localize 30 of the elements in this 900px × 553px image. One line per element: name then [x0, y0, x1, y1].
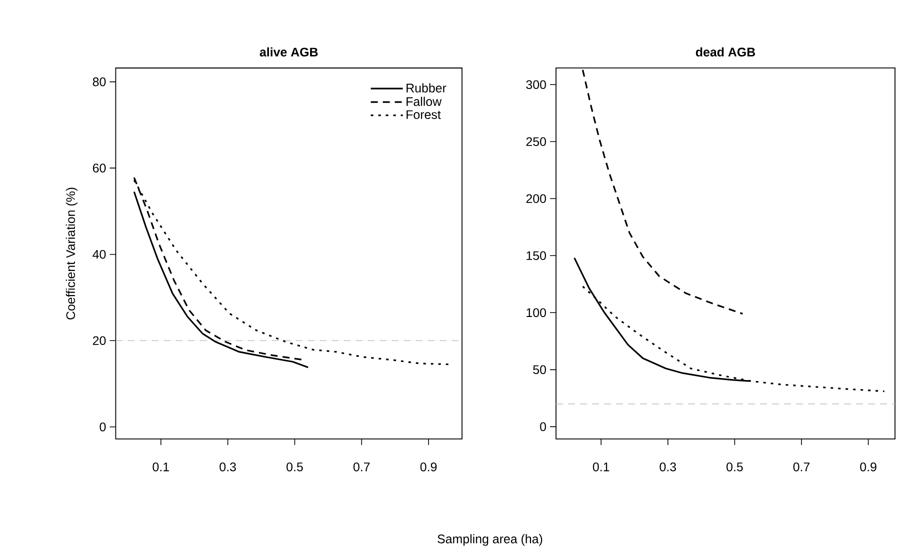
x-tick-label: 0.9 — [860, 462, 876, 472]
x-tick-label: 0.1 — [592, 462, 610, 472]
x-tick-label: 0.3 — [660, 462, 676, 472]
x-tick-label: 0.5 — [726, 462, 743, 472]
chart-title: dead AGB — [696, 47, 756, 56]
x-tick-label: 0.5 — [286, 462, 303, 472]
y-tick-label: 200 — [526, 194, 546, 204]
y-tick-label: 50 — [533, 365, 546, 374]
x-tick-label: 0.7 — [353, 462, 370, 472]
chart-title: alive AGB — [260, 47, 318, 56]
y-tick-label: 300 — [526, 80, 546, 90]
legend-label: Rubber — [406, 83, 446, 92]
y-tick-label: 40 — [92, 250, 106, 259]
y-tick-label: 0 — [100, 422, 106, 432]
y-tick-label: 250 — [526, 137, 546, 146]
x-tick-label: 0.7 — [793, 462, 810, 472]
x-axis-title: Sampling area (ha) — [438, 534, 542, 546]
y-tick-label: 0 — [540, 422, 546, 432]
legend-label: Forest — [406, 110, 441, 120]
line-series — [133, 179, 450, 366]
legend-label: Fallow — [406, 96, 442, 106]
y-tick-label: 100 — [526, 308, 546, 318]
y-tick-label: 60 — [92, 164, 106, 172]
y-axis-title: Coefficient Variation (%) — [66, 188, 78, 320]
x-tick-label: 0.1 — [152, 462, 169, 472]
x-tick-label: 0.9 — [420, 462, 437, 472]
y-tick-label: 150 — [526, 251, 546, 260]
x-tick-label: 0.3 — [220, 462, 236, 472]
y-tick-label: 20 — [92, 336, 106, 346]
y-tick-label: 80 — [92, 77, 106, 86]
